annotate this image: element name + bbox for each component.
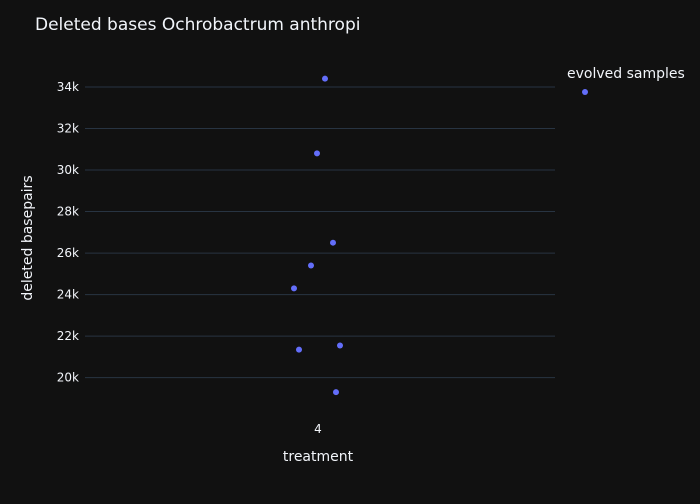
grid-lines: [85, 86, 555, 379]
legend-marker: [582, 89, 588, 95]
data-points[interactable]: [291, 75, 343, 396]
data-point[interactable]: [296, 346, 302, 353]
y-axis-ticks: 20k 22k 24k 26k 28k 30k 32k 34k: [57, 80, 79, 385]
data-point[interactable]: [322, 75, 328, 82]
x-tick-label: 4: [314, 422, 322, 436]
y-tick-label: 24k: [57, 288, 79, 302]
y-tick-label: 20k: [57, 371, 79, 385]
data-point[interactable]: [337, 342, 343, 349]
data-point[interactable]: [308, 262, 314, 269]
y-tick-label: 28k: [57, 205, 79, 219]
y-tick-label: 34k: [57, 80, 79, 94]
y-tick-label: 32k: [57, 122, 79, 136]
y-tick-label: 30k: [57, 163, 79, 177]
legend[interactable]: evolved samples: [567, 66, 685, 95]
legend-label: evolved samples: [567, 66, 685, 82]
y-tick-label: 26k: [57, 246, 79, 260]
chart-title: Deleted bases Ochrobactrum anthropi: [35, 15, 360, 35]
y-axis-label: deleted basepairs: [20, 175, 36, 300]
data-point[interactable]: [330, 239, 336, 246]
data-point[interactable]: [314, 150, 320, 157]
x-axis-label: treatment: [283, 449, 354, 465]
y-tick-label: 22k: [57, 329, 79, 343]
x-axis-ticks: 4: [314, 422, 322, 436]
data-point[interactable]: [333, 389, 339, 396]
data-point[interactable]: [291, 285, 297, 292]
